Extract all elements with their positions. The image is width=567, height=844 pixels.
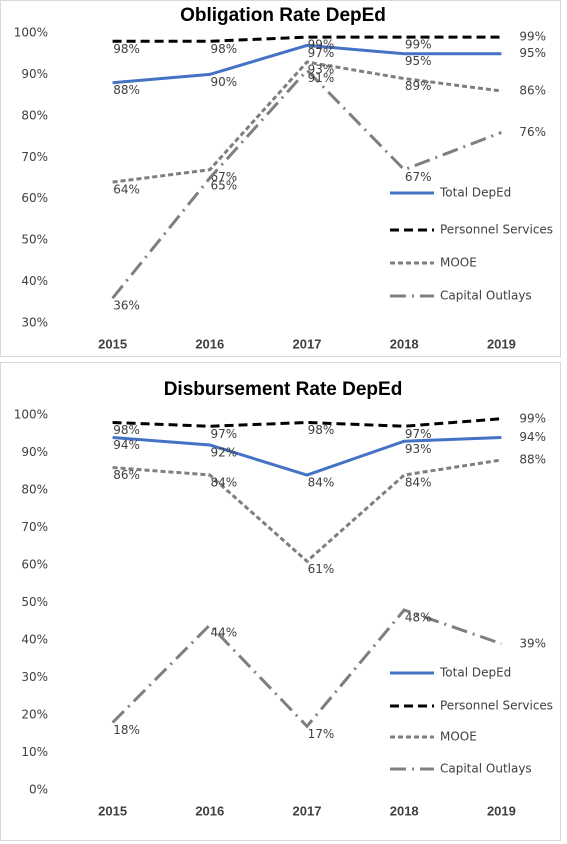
series-line [112, 436, 502, 477]
data-label: 18% [113, 723, 140, 737]
series-line [111, 608, 502, 729]
y-tick-label: 0% [29, 783, 48, 797]
data-label: 86% [113, 468, 140, 482]
data-label: 94% [519, 430, 546, 444]
y-tick-label: 100% [14, 408, 48, 422]
data-label: 44% [210, 626, 237, 640]
y-tick-label: 40% [21, 274, 48, 288]
data-label: 99% [308, 38, 335, 52]
data-label: 92% [210, 446, 237, 460]
data-label: 88% [113, 83, 140, 97]
series-line [111, 68, 502, 300]
y-tick-label: 10% [21, 745, 48, 759]
legend-label: Total DepEd [439, 186, 511, 200]
legend-label: Personnel Services [440, 699, 553, 713]
data-label: 65% [210, 179, 237, 193]
legend-label: Capital Outlays [440, 762, 532, 776]
x-tick-label: 2019 [487, 336, 516, 351]
x-tick-label: 2017 [293, 803, 322, 818]
y-tick-label: 50% [21, 595, 48, 609]
data-label: 93% [405, 442, 432, 456]
x-tick-label: 2017 [293, 336, 322, 351]
y-tick-label: 90% [21, 67, 48, 81]
x-tick-label: 2016 [195, 803, 224, 818]
legend-label: Total DepEd [439, 666, 511, 680]
y-tick-label: 20% [21, 708, 48, 722]
y-tick-label: 30% [21, 670, 48, 684]
data-label: 95% [519, 46, 546, 60]
y-tick-label: 90% [21, 445, 48, 459]
data-label: 99% [405, 38, 432, 52]
data-label: 17% [308, 727, 335, 741]
series-line [112, 60, 502, 184]
data-label: 86% [519, 84, 546, 98]
data-label: 89% [405, 79, 432, 93]
x-tick-label: 2015 [98, 336, 127, 351]
data-label: 91% [308, 71, 335, 85]
data-label: 67% [405, 170, 432, 184]
y-tick-label: 80% [21, 483, 48, 497]
x-tick-label: 2019 [487, 803, 516, 818]
data-label: 95% [405, 54, 432, 68]
data-label: 97% [210, 427, 237, 441]
data-label: 88% [519, 453, 546, 467]
x-tick-label: 2018 [390, 336, 419, 351]
data-label: 48% [405, 611, 432, 625]
series-line [112, 43, 502, 85]
data-label: 93% [308, 63, 335, 77]
data-label: 67% [210, 170, 237, 184]
chart-frame [0, 0, 561, 357]
data-label: 90% [210, 75, 237, 89]
legend-label: Personnel Services [440, 223, 553, 237]
data-label: 39% [519, 636, 546, 650]
y-tick-label: 50% [21, 233, 48, 247]
data-label: 98% [210, 42, 237, 56]
x-tick-label: 2018 [390, 803, 419, 818]
y-tick-label: 80% [21, 108, 48, 122]
y-tick-label: 40% [21, 633, 48, 647]
data-label: 97% [405, 427, 432, 441]
data-label: 97% [308, 46, 335, 60]
y-tick-label: 70% [21, 150, 48, 164]
legend-label: Capital Outlays [440, 289, 532, 303]
chart-title: Disbursement Rate DepEd [164, 379, 403, 400]
x-tick-label: 2016 [195, 336, 224, 351]
y-tick-label: 60% [21, 558, 48, 572]
y-tick-label: 30% [21, 316, 48, 330]
data-label: 36% [113, 299, 140, 313]
data-label: 98% [308, 423, 335, 437]
y-tick-label: 60% [21, 191, 48, 205]
x-tick-label: 2015 [98, 803, 127, 818]
series-line [112, 417, 502, 428]
chart-title: Obligation Rate DepEd [180, 5, 386, 26]
data-label: 99% [519, 30, 546, 44]
data-label: 84% [210, 476, 237, 490]
data-label: 76% [519, 125, 546, 139]
data-label: 61% [308, 562, 335, 576]
data-label: 98% [113, 42, 140, 56]
data-label: 99% [519, 411, 546, 425]
y-tick-label: 100% [14, 26, 48, 40]
y-tick-label: 70% [21, 520, 48, 534]
data-label: 98% [113, 423, 140, 437]
data-label: 84% [308, 476, 335, 490]
data-label: 94% [113, 438, 140, 452]
chart-frame [0, 362, 561, 841]
legend-label: MOOE [440, 730, 477, 744]
series-line [112, 35, 502, 43]
data-label: 84% [405, 476, 432, 490]
legend-label: MOOE [440, 256, 477, 270]
data-label: 64% [113, 183, 140, 197]
series-line [112, 458, 502, 564]
